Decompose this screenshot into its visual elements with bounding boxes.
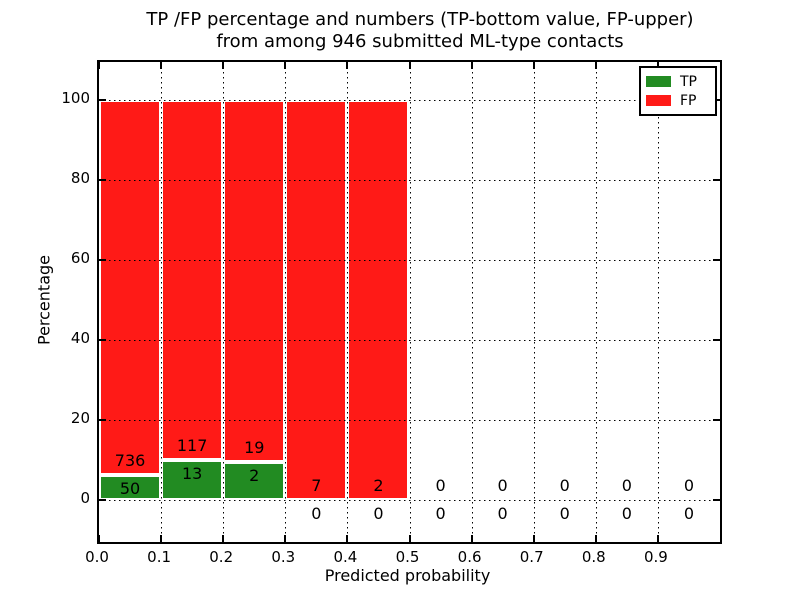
tp-count-label: 13 xyxy=(181,464,203,483)
x-axis-tick xyxy=(408,62,411,69)
y-tick-label: 40 xyxy=(70,329,90,347)
x-gridline xyxy=(161,62,163,542)
y-axis-tick xyxy=(99,499,106,501)
y-axis-tick xyxy=(99,419,106,421)
fp-count-label: 0 xyxy=(497,476,508,496)
y-tick-label: 80 xyxy=(70,169,90,187)
fp-count-label: 7 xyxy=(311,476,322,496)
fp-count-label: 0 xyxy=(559,476,570,496)
y-axis-tick xyxy=(713,339,720,341)
tp-bar xyxy=(161,460,224,500)
x-gridline xyxy=(471,62,473,542)
x-tick-label: 0.6 xyxy=(457,548,482,566)
legend-item-fp: FP xyxy=(646,91,710,110)
tp-count-label: 0 xyxy=(373,504,384,523)
x-axis-tick xyxy=(99,62,100,69)
x-tick-label: 0.5 xyxy=(395,548,420,566)
x-tick-label: 0.1 xyxy=(147,548,172,566)
y-axis-label: Percentage xyxy=(34,254,54,346)
x-axis-tick xyxy=(222,535,225,542)
x-gridline xyxy=(595,62,597,542)
legend: TP FP xyxy=(639,66,717,116)
fp-count-label: 19 xyxy=(244,438,265,458)
fp-count-label: 736 xyxy=(114,450,146,470)
plot-area: 736 50 117 13 19 2 7 0 2 0 0 0 0 0 0 0 0 0 0 0 TP FP xyxy=(97,60,722,544)
chart-title-line1: TP /FP percentage and numbers (TP-bottom… xyxy=(146,9,694,30)
y-axis-tick xyxy=(713,419,720,421)
legend-label: TP xyxy=(680,73,697,90)
x-axis-tick xyxy=(594,535,597,542)
y-tick-label: 20 xyxy=(70,409,90,427)
y-axis-tick xyxy=(713,259,720,261)
tp-count-label: 0 xyxy=(683,504,695,523)
legend-label: FP xyxy=(680,92,697,109)
x-gridline xyxy=(533,62,535,542)
chart-title: TP /FP percentage and numbers (TP-bottom… xyxy=(98,9,742,53)
x-axis-tick xyxy=(346,535,349,542)
tp-count-label: 0 xyxy=(621,504,632,523)
x-tick-label: 0.7 xyxy=(519,548,544,566)
x-axis-tick xyxy=(222,62,225,69)
x-axis-tick xyxy=(160,62,163,69)
x-tick-label: 0.8 xyxy=(581,548,606,566)
y-axis-tick xyxy=(713,499,720,501)
x-gridline xyxy=(347,62,349,542)
x-axis-tick xyxy=(160,535,163,542)
x-gridline xyxy=(657,62,659,542)
x-axis-tick xyxy=(346,62,349,69)
x-gridline xyxy=(223,62,225,542)
x-axis-tick xyxy=(470,62,473,69)
x-gridline xyxy=(409,62,411,542)
plot-inner: 736 50 117 13 19 2 7 0 2 0 0 0 0 0 0 0 0 0 0 0 xyxy=(99,62,720,542)
fp-bar xyxy=(99,100,162,475)
x-gridline xyxy=(285,62,287,542)
fp-bar xyxy=(223,100,286,462)
legend-item-tp: TP xyxy=(646,72,710,91)
x-tick-label: 0.4 xyxy=(333,548,358,566)
chart-title-line2: from among 946 submitted ML-type contact… xyxy=(216,31,624,52)
x-axis-tick xyxy=(532,535,535,542)
x-axis-tick xyxy=(284,535,287,542)
fp-count-label: 0 xyxy=(435,476,446,496)
x-axis-tick xyxy=(470,535,473,542)
fp-count-label: 2 xyxy=(373,476,384,496)
x-axis-tick xyxy=(532,62,535,69)
tp-count-label: 2 xyxy=(249,465,260,485)
x-tick-label: 0.0 xyxy=(85,548,109,566)
x-axis-tick xyxy=(99,535,100,542)
x-axis-tick xyxy=(656,62,659,69)
tp-count-label: 0 xyxy=(497,504,508,523)
y-axis-tick xyxy=(99,99,106,101)
tp-bar xyxy=(99,474,162,500)
legend-swatch-fp-icon xyxy=(646,95,671,106)
y-axis-tick xyxy=(713,179,720,181)
x-axis-tick xyxy=(408,535,411,542)
x-tick-label: 0.3 xyxy=(271,548,296,566)
y-tick-label: 60 xyxy=(70,249,90,267)
fp-count-label: 117 xyxy=(176,436,208,456)
fp-bar xyxy=(347,100,410,500)
x-axis-tick xyxy=(656,535,659,542)
tp-count-label: 0 xyxy=(559,504,570,523)
fp-count-label: 0 xyxy=(683,476,695,496)
tp-bar xyxy=(223,461,286,500)
x-axis-tick xyxy=(594,62,597,69)
y-tick-label: 100 xyxy=(61,89,90,107)
x-tick-label: 0.9 xyxy=(643,548,668,566)
y-axis-tick xyxy=(99,259,106,261)
legend-swatch-tp-icon xyxy=(646,76,671,87)
fp-count-label: 0 xyxy=(621,476,632,496)
tp-count-label: 0 xyxy=(311,504,322,523)
tp-count-label: 0 xyxy=(435,504,446,523)
y-axis-tick xyxy=(99,339,106,341)
x-axis-tick xyxy=(284,62,287,69)
x-tick-label: 0.2 xyxy=(209,548,234,566)
y-axis-tick xyxy=(99,179,106,181)
y-tick-label: 0 xyxy=(80,489,90,507)
x-axis-label: Predicted probability xyxy=(324,566,491,585)
tp-count-label: 50 xyxy=(119,478,141,498)
fp-bar xyxy=(161,100,224,460)
fp-bar xyxy=(285,100,348,500)
